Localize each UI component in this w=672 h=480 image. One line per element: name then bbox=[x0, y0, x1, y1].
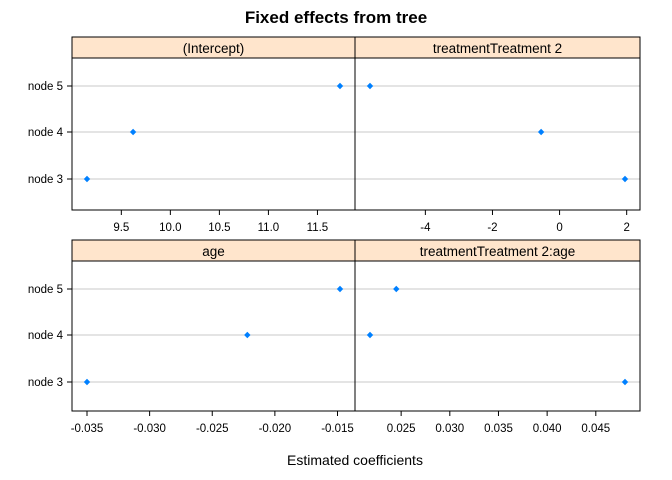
x-tick-label: 10.5 bbox=[208, 222, 230, 234]
x-tick-label: 11.0 bbox=[258, 222, 280, 234]
x-tick-label: 2 bbox=[623, 222, 629, 234]
data-point bbox=[336, 82, 344, 90]
panels-group: (Intercept) 9.5 10.0 10.5 11.0 11.5 node 3 node… bbox=[28, 36, 641, 435]
y-tick-label: node 5 bbox=[28, 81, 63, 93]
data-point bbox=[393, 285, 400, 293]
x-tick-label: 0.035 bbox=[484, 423, 513, 435]
data-point bbox=[244, 331, 251, 339]
y-tick-label: node 3 bbox=[28, 377, 63, 389]
x-tick-label: -4 bbox=[420, 222, 431, 234]
x-tick-label: -2 bbox=[487, 222, 497, 234]
data-point bbox=[621, 378, 629, 386]
x-tick-label: 0.040 bbox=[533, 423, 562, 435]
x-tick-label: 10.0 bbox=[159, 222, 181, 234]
data-point bbox=[83, 378, 91, 386]
x-tick-label: 0.045 bbox=[581, 423, 610, 435]
panel-border bbox=[71, 260, 356, 412]
x-tick-label: -0.015 bbox=[321, 423, 354, 435]
x-tick-label: -0.020 bbox=[259, 423, 292, 435]
x-tick-label: 9.5 bbox=[113, 222, 129, 234]
x-tick-label: 0 bbox=[556, 222, 562, 234]
panel-strip-label: treatmentTreatment 2:age bbox=[420, 244, 576, 259]
y-tick-label: node 4 bbox=[28, 127, 64, 139]
data-point bbox=[83, 175, 91, 183]
data-point bbox=[621, 175, 629, 183]
panel-strip-label: age bbox=[202, 244, 225, 259]
panel-strip-label: (Intercept) bbox=[183, 41, 245, 56]
panel-strip-label: treatmentTreatment 2 bbox=[433, 41, 562, 56]
panel-border bbox=[354, 260, 641, 412]
y-tick-label: node 3 bbox=[28, 174, 63, 186]
x-tick-label: -0.035 bbox=[71, 423, 104, 435]
data-point bbox=[129, 128, 137, 136]
x-tick-label: 11.5 bbox=[307, 222, 329, 234]
x-tick-label: -0.025 bbox=[196, 423, 229, 435]
data-point bbox=[366, 82, 374, 90]
data-point bbox=[537, 128, 545, 136]
y-tick-label: node 4 bbox=[28, 330, 64, 342]
x-axis-title: Estimated coefficients bbox=[287, 452, 423, 468]
panel-border bbox=[354, 57, 641, 211]
y-tick-label: node 5 bbox=[28, 284, 63, 296]
data-point bbox=[366, 331, 374, 339]
x-tick-label: -0.030 bbox=[133, 423, 166, 435]
panel-border bbox=[71, 57, 356, 211]
x-tick-label: 0.030 bbox=[435, 423, 464, 435]
data-point bbox=[336, 285, 344, 293]
x-tick-label: 0.025 bbox=[387, 423, 416, 435]
chart-title: Fixed effects from tree bbox=[245, 8, 427, 27]
